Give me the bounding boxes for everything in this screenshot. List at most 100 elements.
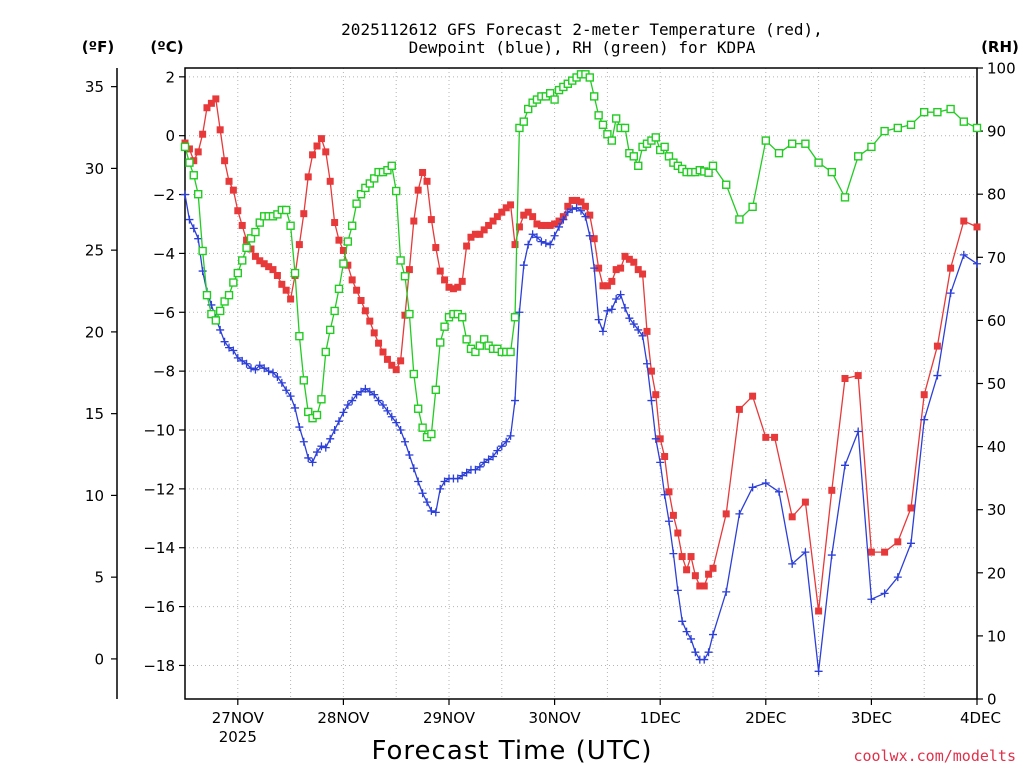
rh-point: [396, 256, 405, 265]
dewpoint-point: [638, 331, 647, 340]
dewpoint-point: [946, 289, 955, 298]
dewpoint-point: [431, 508, 440, 517]
dewpoint-point: [409, 464, 418, 473]
celsius-tick-label: −12: [143, 480, 175, 498]
temperature-point: [700, 582, 708, 590]
dewpoint-point: [761, 478, 770, 487]
dewpoint-point: [352, 390, 361, 399]
dewpoint-point: [480, 458, 489, 467]
rh-point: [229, 278, 238, 287]
dewpoint-point: [814, 667, 823, 676]
rh-point: [255, 218, 264, 227]
dewpoint-point: [515, 308, 524, 317]
temperature-point: [577, 198, 585, 206]
rh-point: [906, 120, 916, 129]
temperature-point: [749, 392, 757, 400]
temperature-point: [410, 217, 418, 225]
rh-point: [519, 117, 528, 126]
rh-point: [180, 142, 190, 152]
dewpoint-point: [357, 387, 366, 396]
celsius-tick-label: −18: [143, 657, 175, 675]
temperature-point: [678, 553, 686, 561]
rh-point: [215, 306, 225, 316]
temperature-point: [273, 271, 281, 279]
rh-point: [814, 158, 823, 167]
rh-point: [458, 313, 467, 322]
temperature-point: [348, 276, 356, 284]
temperature-point: [335, 236, 343, 244]
dewpoint-series: [181, 190, 981, 676]
rh-point: [299, 376, 308, 385]
dewpoint-point: [590, 264, 599, 273]
dewpoint-point: [585, 231, 594, 240]
temperature-point: [647, 367, 655, 375]
series-layer: [180, 70, 982, 676]
dewpoint-point: [748, 483, 757, 492]
temperature-point: [669, 511, 677, 519]
temperature-point: [498, 208, 506, 216]
dewpoint-point: [973, 259, 981, 268]
rh-point: [343, 237, 353, 246]
dewpoint-point: [506, 431, 515, 440]
dewpoint-point: [440, 477, 449, 486]
rh-tick-label: 100: [987, 60, 1016, 78]
rh-tick-label: 70: [987, 249, 1006, 267]
dewpoint-point: [387, 412, 396, 421]
dewpoint-point: [920, 415, 929, 424]
temperature-point: [621, 252, 629, 260]
credit-link[interactable]: coolwx.com/modelts: [853, 747, 1016, 765]
grid: [185, 68, 977, 699]
temperature-point: [229, 186, 237, 194]
temperature-point: [652, 391, 660, 399]
dewpoint-point: [854, 427, 863, 436]
rh-point: [788, 139, 797, 148]
temperature-point: [524, 208, 532, 216]
rh-point: [383, 166, 392, 175]
temperature-point: [476, 230, 484, 238]
dewpoint-point: [330, 426, 339, 435]
dewpoint-point: [867, 595, 876, 604]
rh-point: [290, 268, 300, 278]
dewpoint-point: [651, 434, 660, 443]
dewpoint-point: [629, 320, 638, 329]
rh-point: [224, 290, 234, 300]
temperature-point: [221, 157, 229, 165]
temperature-point: [841, 374, 849, 382]
rh-point: [356, 189, 366, 199]
dewpoint-point: [418, 489, 427, 498]
temperature-point: [920, 391, 928, 399]
chart-title-line2: Dewpoint (blue), RH (green) for KDPA: [409, 38, 756, 57]
rh-point: [664, 152, 674, 161]
temperature-point: [762, 433, 770, 441]
temperature-point: [317, 135, 325, 143]
rh-point: [801, 139, 810, 148]
dewpoint-point: [299, 437, 308, 446]
rh-point: [334, 284, 344, 294]
dewpoint-point: [664, 517, 673, 526]
temperature-point: [304, 173, 312, 181]
dewpoint-point: [537, 237, 546, 246]
dewpoint-point: [511, 396, 519, 405]
temperature-point: [947, 264, 955, 272]
rh-point: [462, 335, 471, 344]
temperature-point: [313, 142, 321, 150]
dewpoint-point: [282, 386, 291, 395]
temperature-point: [533, 220, 541, 228]
rh-point: [506, 347, 515, 357]
temperature-point: [828, 486, 836, 494]
dewpoint-point: [225, 343, 234, 352]
dewpoint-point: [546, 240, 555, 249]
temperature-point: [256, 257, 264, 265]
temperature-point: [366, 317, 374, 325]
rh-point: [607, 136, 617, 145]
dewpoint-point: [541, 239, 550, 248]
temperature-point: [683, 566, 691, 574]
temperature-point: [735, 405, 743, 413]
temperature-point: [691, 572, 699, 580]
rh-point: [479, 335, 489, 344]
dewpoint-point: [907, 539, 915, 548]
rh-point: [708, 161, 718, 171]
temperature-point: [595, 264, 603, 272]
dewpoint-point: [405, 451, 414, 460]
